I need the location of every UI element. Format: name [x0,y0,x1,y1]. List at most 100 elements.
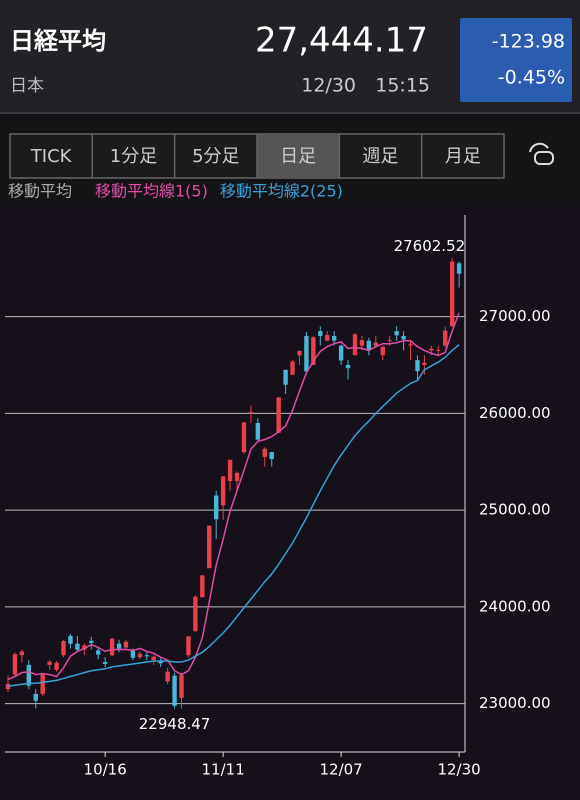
candle-body [186,636,191,656]
ma-line [7,344,460,687]
plot: 23000.00 24000.00 25000.00 26000.00 27000.00… [5,215,551,779]
candle-body [415,360,420,372]
candle-body [449,261,455,327]
tab[interactable]: TICK [30,146,73,167]
candle-body [443,330,448,346]
tab[interactable]: 週足 [363,146,399,167]
date: 12/30 [301,75,356,97]
tab[interactable]: 月足 [445,146,481,167]
candle-body [422,362,427,365]
legend-entry: 移動平均線2(25) [220,182,343,201]
candle-body [207,525,212,569]
candle-body [345,364,351,369]
change: -123.98 [492,31,565,53]
candle-body [200,575,205,598]
candle-body [248,411,254,414]
y-tick-label: 24000.00 [479,597,551,615]
candle-body [179,675,184,698]
candle-body [290,361,295,375]
candle-body [241,422,247,453]
chart-bg [0,206,580,800]
change-box [460,18,572,102]
candle-body [26,664,32,686]
candle-body [373,342,379,346]
candle-body [193,596,198,632]
candle-body [255,423,261,440]
candle-body [89,640,94,644]
y-tick-label: 27000.00 [479,307,551,325]
x-tick-label: 10/16 [84,761,127,779]
candle-body [109,638,115,656]
tab-selected-bg [257,134,340,178]
y-tick-label: 26000.00 [479,404,551,422]
candle-body [304,335,309,372]
candle-body [318,331,323,336]
candle-body [220,476,226,506]
refresh-icon[interactable] [529,142,554,165]
candle-body [123,641,129,648]
candle-body [151,656,156,661]
y-tick-label: 23000.00 [479,694,551,712]
candle-body [311,337,316,365]
candle-body [75,643,80,650]
candle-body [297,351,302,356]
candle-body [82,645,87,650]
candle-body [394,331,399,336]
candle-body [366,340,372,351]
refresh-arc [529,142,549,153]
candle-body [68,635,73,644]
high-label: 27602.52 [394,237,466,255]
candle-body [283,369,288,385]
candle-body [234,472,240,482]
candle-body [61,641,66,656]
candle-body [40,673,45,694]
candle-body [429,348,434,351]
candle-body [137,653,143,658]
candle-body [214,495,219,520]
tab-bar: TICK 1分足 5分足 日足 週足 月足 [9,133,505,179]
candle-body [12,654,18,675]
candle-body [352,334,358,356]
candle-body [269,452,274,460]
ma-line [7,312,460,681]
candle-body [5,683,11,690]
candle-body [401,335,406,340]
low-label: 22948.47 [139,715,211,733]
candle-body [387,340,392,342]
candle-body [130,650,136,658]
tab[interactable]: 日足 [280,146,316,167]
refresh-rect [534,151,554,165]
legend: 移動平均線1(5) 移動平均線2(25) [95,182,343,201]
index-title: 日経平均 [10,27,106,55]
candle-body [359,340,365,346]
candle-body [165,671,170,682]
region: 日本 [10,76,44,96]
candle-body [33,693,38,701]
candle-body [262,448,267,457]
candle-body [456,263,462,274]
tab[interactable]: 1分足 [110,146,157,167]
candle-body [331,335,337,341]
candle-body [54,662,59,670]
candle-body [172,675,177,706]
x-tick-label: 12/07 [320,761,363,779]
candle-body [276,397,281,433]
ma-label: 移動平均 [8,182,72,201]
candle-body [144,655,149,657]
candle-body [96,650,101,655]
legend-entry: 移動平均線1(5) [95,182,208,201]
candle-body [19,651,25,656]
y-tick-label: 25000.00 [479,501,551,519]
candle-body [325,335,330,341]
change-pct: -0.45% [498,67,565,89]
candle-body [227,459,233,482]
x-tick-label: 11/11 [202,761,245,779]
header-divider [0,112,580,114]
candle-body [47,661,52,665]
candle-body [338,345,344,361]
candle-body [102,662,108,664]
tab[interactable]: 5分足 [192,146,239,167]
